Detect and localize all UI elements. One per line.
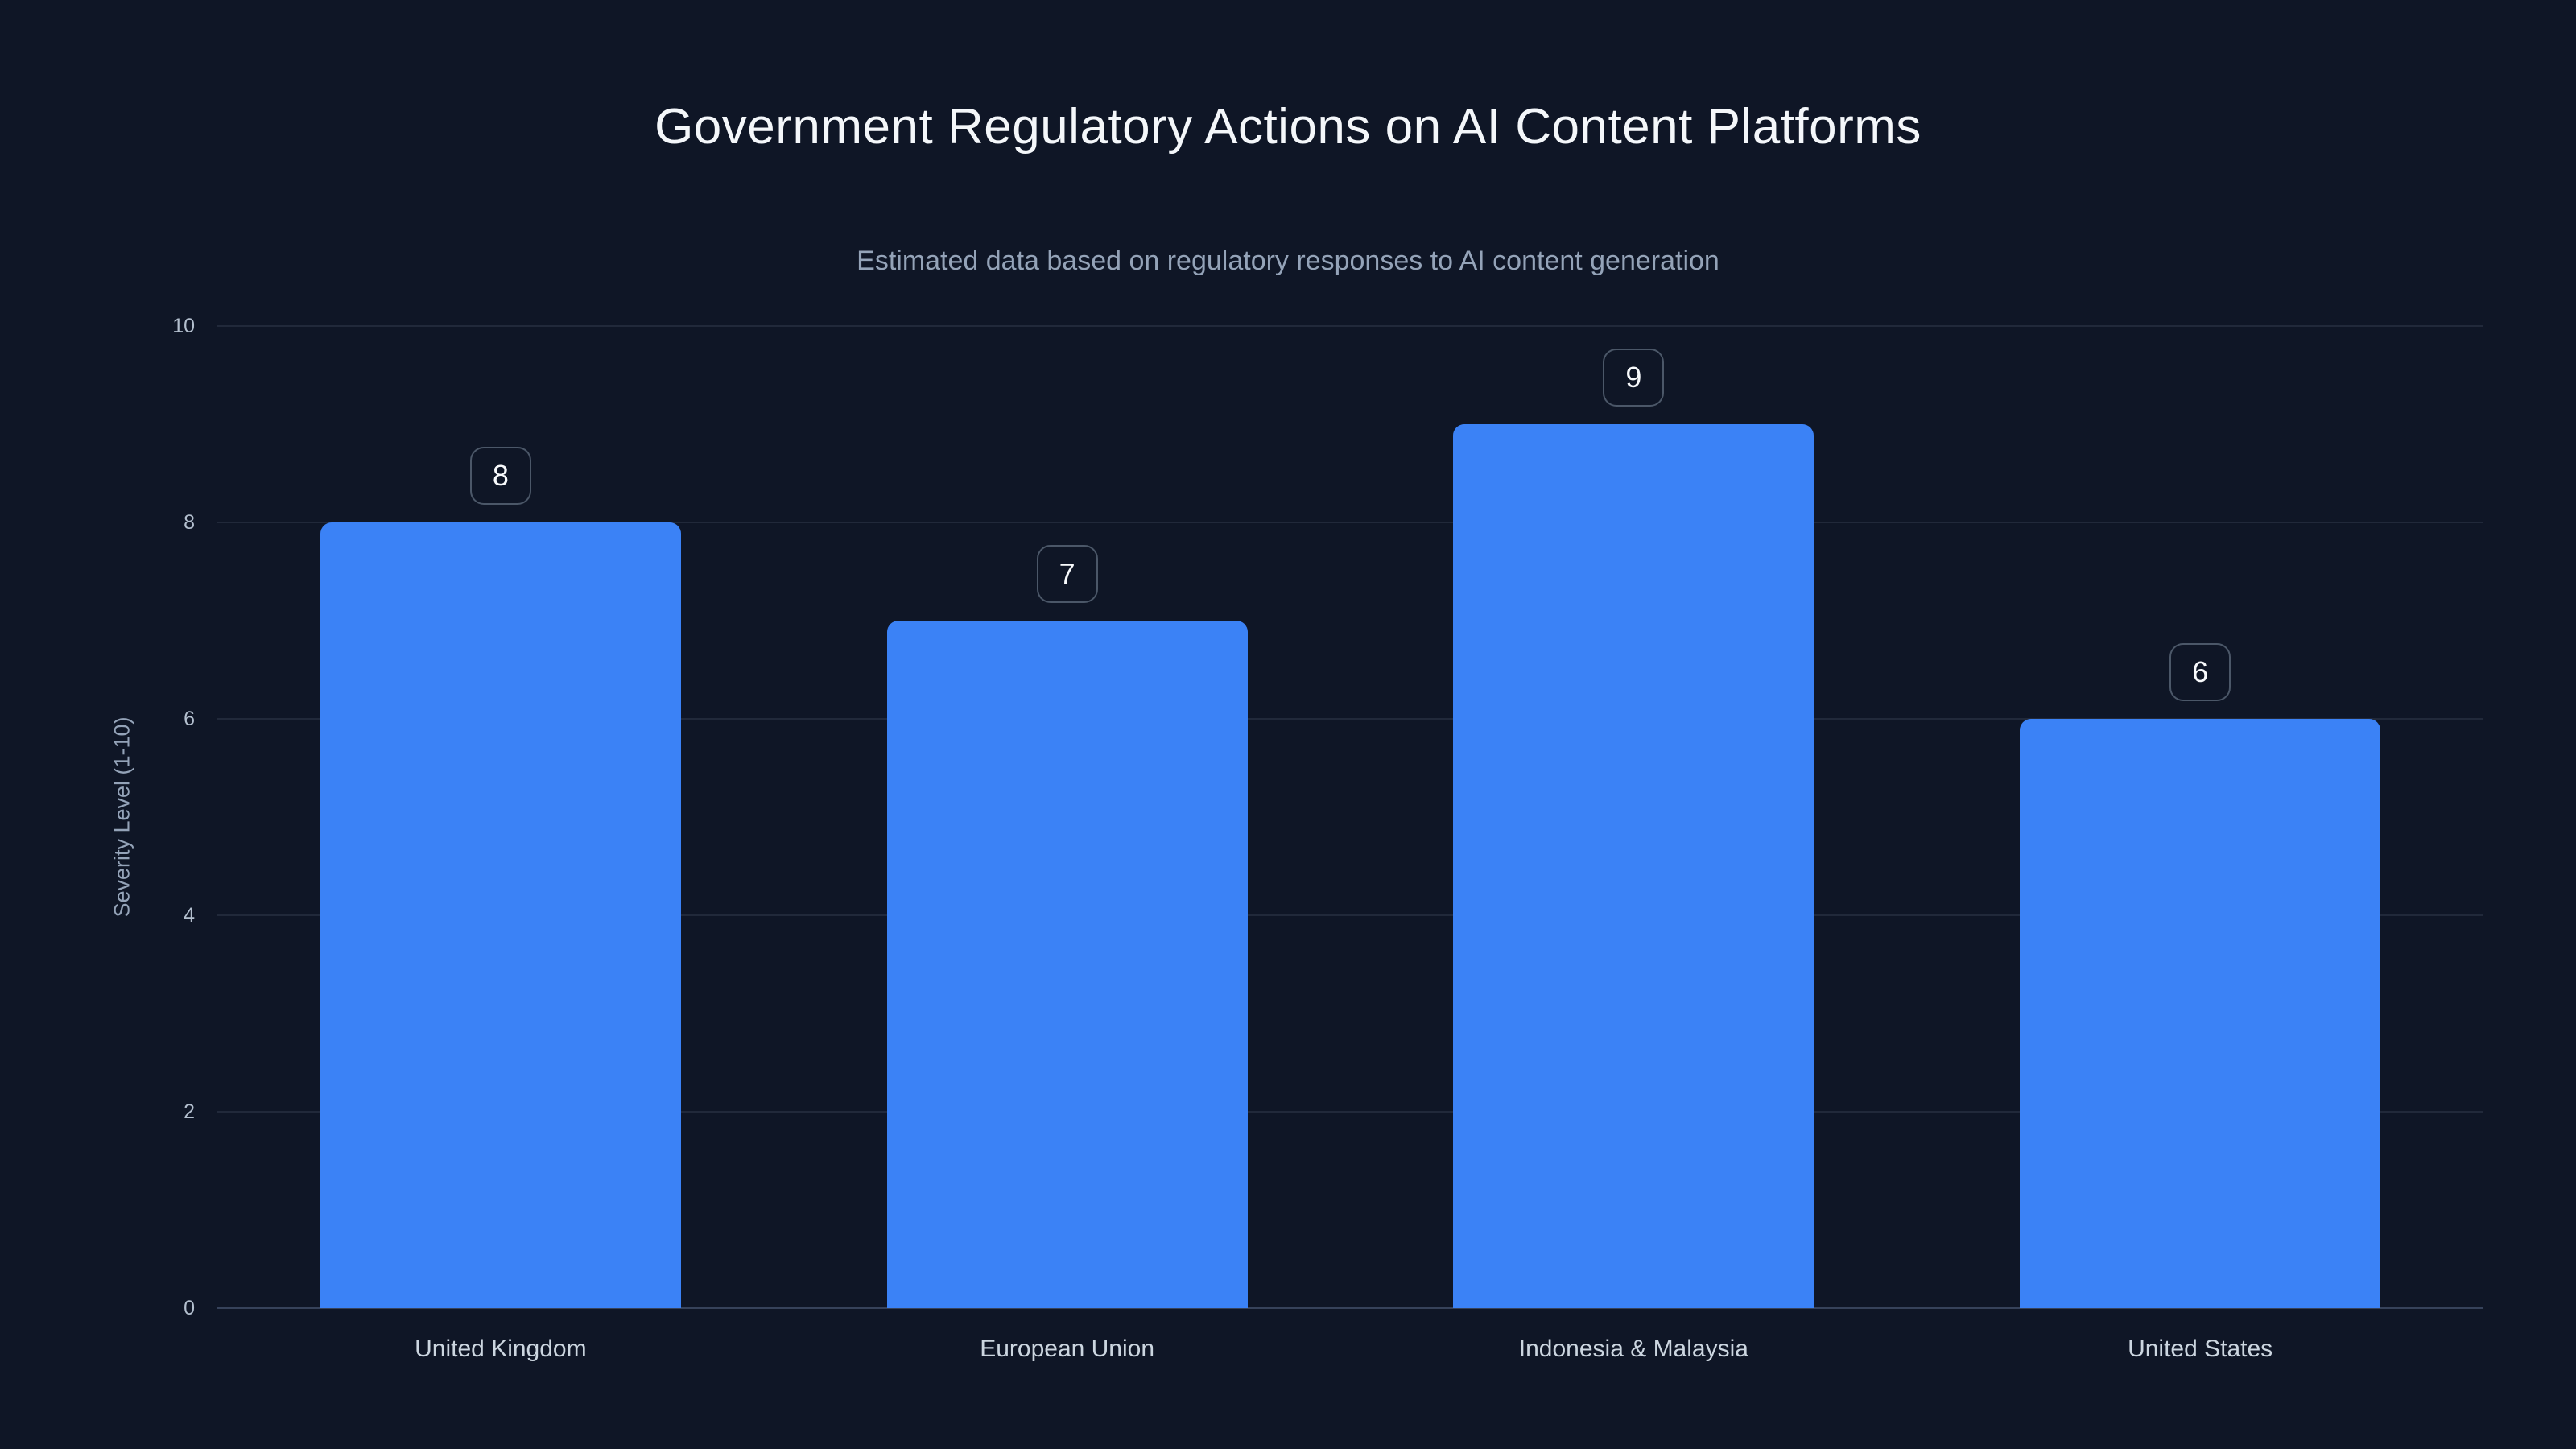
gridline-y-2 [217,1111,2483,1113]
y-axis-title: Severity Level (1-10) [109,716,134,918]
x-category-label-united-kingdom: United Kingdom [415,1335,587,1362]
x-category-label-indonesia-malaysia: Indonesia & Malaysia [1518,1335,1748,1362]
y-tick-label-10: 10 [172,315,195,337]
y-tick-label-2: 2 [184,1100,195,1123]
value-badge-united-kingdom: 8 [469,447,531,505]
value-badge-indonesia-malaysia: 9 [1603,349,1665,407]
value-badge-united-states: 6 [2169,643,2231,701]
y-tick-label-0: 0 [184,1297,195,1319]
y-tick-label-8: 8 [184,511,195,534]
gridline-y-8 [217,522,2483,523]
value-badge-european-union: 7 [1036,545,1098,603]
plot-area: 0 2 4 6 8 10 8 United Kingdom 7 European Union 9 In… [172,315,2483,1362]
bar-european-union[interactable] [886,621,1248,1308]
gridline-y-6 [217,718,2483,720]
x-category-label-european-union: European Union [980,1335,1155,1362]
gridline-y-10 [217,325,2483,327]
bar-indonesia-malaysia[interactable] [1453,424,1814,1308]
chart-subtitle: Estimated data based on regulatory respo… [857,246,1719,276]
x-axis-line [217,1307,2483,1309]
x-category-label-united-states: United States [2128,1335,2273,1362]
bar-united-kingdom[interactable] [320,522,681,1308]
chart-title: Government Regulatory Actions on AI Cont… [654,99,1922,155]
y-tick-label-4: 4 [184,904,195,927]
y-tick-label-6: 6 [184,708,195,730]
gridline-y-4 [217,914,2483,916]
bar-united-states[interactable] [2020,719,2381,1308]
